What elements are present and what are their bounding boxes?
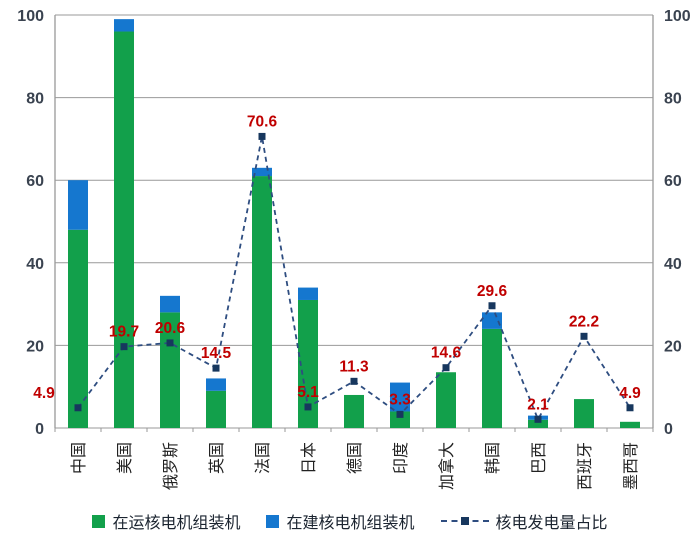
- x-category-label-4: 法国: [254, 442, 272, 474]
- x-category-label-2: 俄罗斯: [162, 442, 180, 490]
- x-category-label-3: 英国: [208, 442, 226, 474]
- bar-under-construction-1: [114, 19, 134, 32]
- bar-operating-5: [298, 299, 318, 428]
- legend-swatch-construction-blue: [266, 514, 280, 528]
- x-category-label-6: 德国: [346, 442, 364, 474]
- y-axis-left-label-60: 60: [26, 173, 44, 190]
- legend-label-under-construction: 在建核电机组装机: [286, 515, 415, 532]
- legend-square-marker-icon: [460, 516, 469, 525]
- line-marker-1: [120, 343, 128, 351]
- bar-under-construction-9: [482, 312, 502, 329]
- bar-under-construction-2: [160, 295, 180, 313]
- line-value-label-12: 4.9: [619, 385, 641, 402]
- y-axis-left-label-100: 100: [17, 8, 44, 25]
- y-axis-right-label-60: 60: [664, 173, 682, 190]
- line-marker-9: [488, 302, 496, 310]
- bar-operating-1: [114, 31, 134, 429]
- bar-operating-0: [68, 229, 88, 428]
- y-axis-left-label-0: 0: [35, 421, 44, 438]
- line-marker-7: [396, 410, 404, 418]
- bar-under-construction-7: [390, 382, 410, 412]
- line-value-label-1: 19.7: [109, 324, 139, 341]
- x-category-label-8: 加拿大: [437, 442, 456, 490]
- line-marker-11: [580, 332, 588, 340]
- line-value-label-6: 11.3: [339, 358, 369, 375]
- legend-item-operating: 在运核电机组装机: [92, 509, 240, 533]
- line-marker-0: [74, 404, 82, 412]
- legend-label-operating: 在运核电机组装机: [112, 515, 241, 532]
- line-value-label-2: 20.6: [155, 320, 186, 337]
- y-axis-left-label-40: 40: [26, 256, 44, 273]
- bar-operating-3: [206, 390, 226, 428]
- legend-dashed-line-sample: [440, 516, 489, 526]
- line-value-label-11: 22.2: [569, 313, 599, 330]
- line-marker-2: [166, 339, 174, 347]
- line-marker-4: [258, 132, 266, 140]
- line-value-label-9: 29.6: [477, 283, 508, 300]
- chart-legend: 在运核电机组装机 在建核电机组装机 核电发电量占比: [0, 505, 700, 537]
- x-category-label-11: 西班牙: [576, 442, 594, 490]
- line-value-label-10: 2.1: [527, 396, 549, 413]
- line-marker-12: [626, 404, 634, 412]
- line-value-label-3: 14.5: [201, 345, 232, 362]
- bar-under-construction-4: [252, 167, 272, 177]
- x-category-label-0: 中国: [70, 442, 88, 474]
- line-value-label-5: 5.1: [297, 384, 319, 401]
- line-marker-8: [442, 364, 450, 372]
- x-category-label-5: 日本: [300, 442, 318, 474]
- y-axis-left-label-80: 80: [26, 91, 44, 108]
- x-category-label-9: 韩国: [484, 442, 502, 474]
- bar-operating-11: [574, 399, 594, 428]
- bar-operating-8: [436, 372, 456, 428]
- bar-under-construction-3: [206, 378, 226, 391]
- line-marker-3: [212, 364, 220, 372]
- y-axis-right-label-80: 80: [664, 91, 682, 108]
- line-marker-10: [534, 415, 542, 423]
- legend-item-under-construction: 在建核电机组装机: [266, 509, 415, 533]
- x-category-label-7: 印度: [392, 442, 410, 474]
- x-category-label-1: 美国: [116, 442, 134, 474]
- y-axis-left-label-20: 20: [26, 338, 44, 355]
- y-axis-right-label-0: 0: [664, 421, 673, 438]
- line-marker-5: [304, 403, 312, 411]
- bar-operating-2: [160, 312, 180, 428]
- x-category-label-10: 巴西: [531, 442, 548, 474]
- bar-operating-9: [482, 328, 502, 428]
- line-marker-6: [350, 377, 358, 385]
- bar-operating-10: [528, 419, 548, 428]
- line-value-label-8: 14.6: [431, 345, 462, 362]
- line-value-label-0: 4.9: [33, 385, 55, 402]
- bar-operating-4: [252, 176, 272, 428]
- line-value-label-7: 3.3: [389, 391, 411, 408]
- y-axis-right-label-40: 40: [664, 256, 682, 273]
- bar-under-construction-5: [298, 287, 318, 300]
- y-axis-right-label-100: 100: [664, 8, 691, 25]
- y-axis-right-label-20: 20: [664, 338, 682, 355]
- legend-item-generation-share: 核电发电量占比: [440, 509, 608, 533]
- bar-operating-6: [344, 394, 364, 428]
- legend-label-generation-share: 核电发电量占比: [495, 515, 608, 532]
- bar-under-construction-0: [68, 180, 88, 230]
- x-category-label-12: 墨西哥: [623, 442, 640, 490]
- plot-area: 4.9 19.7 20.6 14.5 70.6 5.1 11.3 3.3 14.6 29.6 2.1…: [17, 8, 691, 490]
- bar-operating-12: [620, 421, 640, 428]
- bar-operating-7: [390, 411, 410, 428]
- legend-swatch-operating-green: [92, 514, 106, 528]
- line-value-label-4: 70.6: [247, 113, 278, 130]
